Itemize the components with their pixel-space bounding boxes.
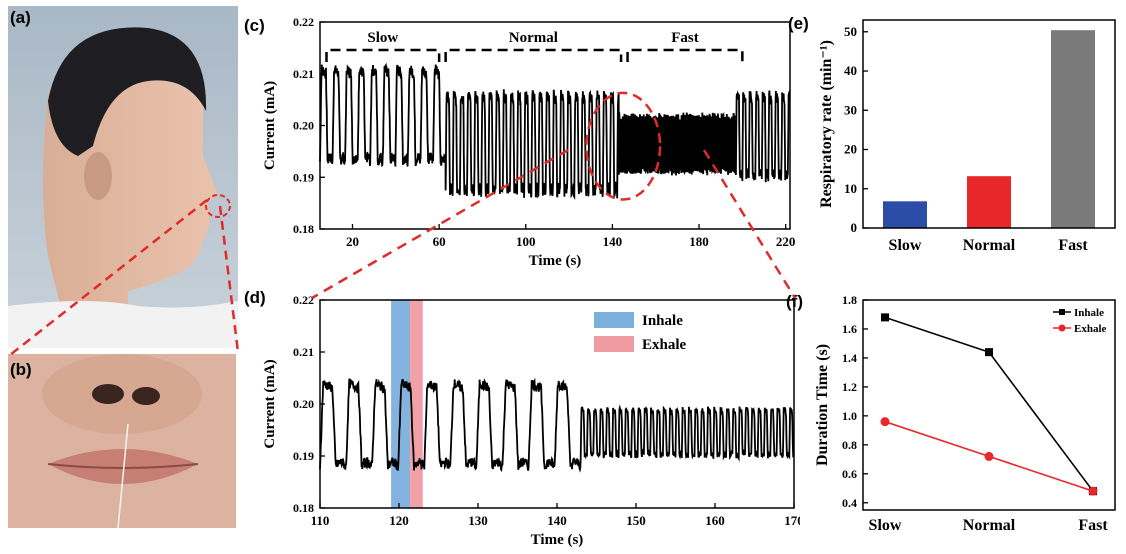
chart-d-ytick-label: 0.18: [293, 501, 314, 515]
chart-c-ytick-label: 0.19: [293, 170, 314, 184]
chart-f-ylabel: Duration Time (s): [814, 344, 831, 466]
chart-f-legend-label-inhale: Inhale: [1074, 307, 1104, 319]
chart-c-ytick-label: 0.20: [293, 119, 314, 133]
chart-f-point-inhale: [985, 348, 993, 357]
chart-d-legend-swatch-exhale: [594, 336, 634, 352]
chart-c-ylabel: Current (mA): [262, 81, 278, 170]
chart-f-xtick-label: Normal: [963, 517, 1016, 534]
chart-e-ytick-label: 10: [844, 181, 857, 196]
chart-c-current-vs-time: 20 60 100 140 180 220 0.18 0.19 0.20 0.21 0.22 Time…: [262, 15, 796, 269]
chart-f-legend-marker: [1058, 324, 1066, 332]
chart-d-xtick-label: 130: [468, 513, 488, 528]
chart-d-xlabel: Time (s): [531, 532, 584, 548]
chart-c-xtick-label: 180: [689, 234, 709, 249]
chart-e-ytick-label: 0: [851, 220, 858, 235]
chart-e-xtick-label: Slow: [889, 237, 922, 254]
chart-f-point-exhale: [1088, 486, 1098, 496]
chart-e-bar-fast: [1051, 30, 1095, 229]
chart-f-point-exhale: [880, 417, 890, 427]
chart-f-point-inhale: [881, 313, 889, 322]
chart-f-ytick-label: 0.8: [842, 438, 857, 452]
chart-c-ytick-label: 0.18: [293, 222, 314, 236]
chart-d-xtick-label: 140: [547, 513, 567, 528]
chart-f-ytick-label: 1.6: [842, 322, 857, 336]
chart-d-current-trace: [319, 377, 795, 473]
chart-c-xtick-label: 140: [603, 234, 623, 249]
chart-c-phase-label: Fast: [671, 30, 699, 46]
panel-label-a: (a): [10, 8, 31, 27]
chart-c-phase-bracket: [626, 48, 744, 62]
chart-d-zoomed-current: 110 120 130 140 150 160 170 0.18 0.19 0.20 0.21 0.2…: [262, 293, 800, 548]
chart-f-plot-frame: [862, 299, 1116, 511]
chart-e-xtick-label: Fast: [1058, 237, 1088, 254]
chart-d-ytick-label: 0.20: [293, 397, 314, 411]
chart-f-line-inhale: [884, 316, 1094, 492]
chart-e-ytick-label: 30: [844, 102, 857, 117]
chart-f-ytick-label: 1.8: [842, 293, 857, 307]
panel-label-b: (b): [10, 360, 32, 379]
chart-f-xtick-label: Fast: [1078, 517, 1108, 534]
chart-f-xtick-label: Slow: [869, 517, 902, 534]
chart-e-ytick-label: 40: [844, 63, 857, 78]
chart-d-xtick-label: 160: [705, 513, 725, 528]
chart-d-xtick-label: 120: [389, 513, 409, 528]
chart-d-ytick-label: 0.19: [293, 449, 314, 463]
chart-d-xtick-label: 150: [626, 513, 646, 528]
chart-f-ytick-label: 1.4: [842, 351, 857, 365]
chart-f-legend-marker: [1059, 309, 1065, 315]
chart-c-xtick-label: 220: [776, 234, 796, 249]
chart-d-ylabel: Current (mA): [262, 359, 278, 448]
chart-e-bar-slow: [883, 201, 927, 228]
chart-e-xtick-label: Normal: [963, 237, 1016, 254]
panel-label-d: (d): [244, 288, 266, 307]
chart-c-ytick-label: 0.22: [293, 15, 314, 29]
chart-c-phase-bracket: [325, 48, 441, 62]
panel-label-c: (c): [244, 16, 265, 35]
chart-f-legend-label-exhale: Exhale: [1074, 323, 1107, 335]
chart-d-legend-label-inhale: Inhale: [642, 313, 683, 329]
chart-f-ytick-label: 1.2: [842, 380, 857, 394]
chart-c-xtick-label: 60: [433, 234, 446, 249]
chart-c-phase-bracket: [444, 48, 623, 62]
chart-c-xtick-label: 100: [516, 234, 536, 249]
chart-e-bar-normal: [967, 176, 1011, 228]
chart-d-xtick-label: 170: [784, 513, 800, 528]
chart-c-ytick-label: 0.21: [293, 67, 314, 81]
chart-d-legend-swatch-inhale: [594, 312, 634, 328]
chart-d-xtick-label: 110: [311, 513, 330, 528]
chart-e-ytick-label: 20: [844, 142, 857, 157]
panel-label-e: (e): [788, 14, 809, 33]
chart-f-point-exhale: [984, 451, 994, 461]
chart-e-ylabel: Respiratory rate (min⁻¹): [818, 40, 835, 208]
face-profile-drawing: [8, 6, 238, 348]
chart-d-ytick-label: 0.21: [293, 345, 314, 359]
mouth-closeup-drawing: [8, 354, 236, 528]
chart-c-zoom-circle: [585, 91, 662, 201]
chart-f-ytick-label: 0.6: [842, 467, 857, 481]
chart-e-plot-frame: [862, 19, 1116, 229]
chart-c-current-trace: [319, 62, 791, 201]
chart-c-phase-label: Normal: [509, 30, 558, 46]
chart-c-xlabel: Time (s): [529, 253, 582, 269]
chart-f-ytick-label: 1.0: [842, 409, 857, 423]
chart-c-xtick-label: 20: [346, 234, 359, 249]
chart-d-ytick-label: 0.22: [293, 293, 314, 307]
chart-e-respiratory-rate: Slow Normal Fast 0 10 20 30 40 50 Respiratory rat…: [818, 19, 1116, 254]
chart-f-ytick-label: 0.4: [842, 496, 857, 510]
chart-e-ytick-label: 50: [844, 24, 857, 39]
chart-f-duration-time: 0.4 0.6 0.8 1.0 1.2 1.4 1.6 1.8 Slow Normal Fast Du…: [814, 293, 1116, 534]
mouth-closeup-photo: [8, 354, 236, 528]
chart-d-legend-label-exhale: Exhale: [642, 337, 687, 353]
chart-c-phase-label: Slow: [367, 30, 398, 46]
face-profile-photo: [8, 6, 238, 348]
